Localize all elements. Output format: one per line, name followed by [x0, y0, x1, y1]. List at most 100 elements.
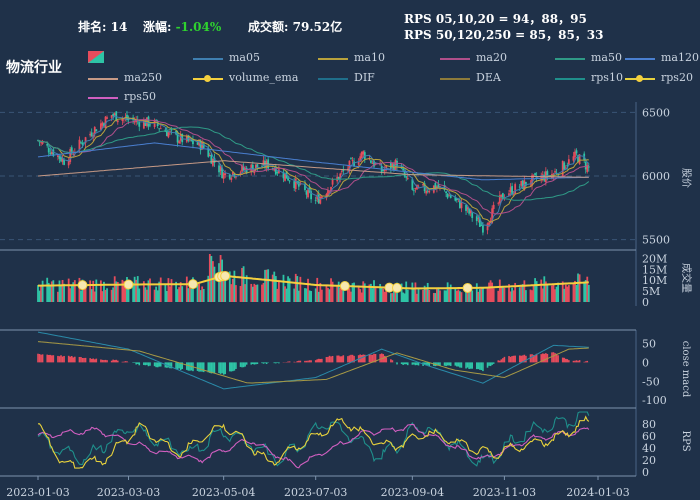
candle-body [448, 195, 451, 197]
volume-bar [411, 282, 414, 302]
candle-body [293, 181, 296, 189]
volume-bar [40, 285, 42, 302]
volume-bar [213, 266, 216, 302]
volume-bar [57, 291, 59, 302]
candle-body [179, 134, 182, 141]
x-tick-label: 2023-03-03 [97, 486, 160, 499]
volume-bar [265, 269, 268, 302]
volume-bar [330, 278, 332, 302]
volume-bar [293, 288, 296, 302]
candle-body [103, 123, 105, 127]
volume-bar [224, 272, 227, 302]
dea-line [37, 341, 589, 384]
macd-histogram-bar [348, 355, 351, 363]
macd-histogram-bar [403, 362, 406, 365]
candle-body [411, 179, 414, 190]
candle-body [534, 173, 536, 175]
candle-body [454, 197, 457, 201]
candle-body [405, 176, 408, 178]
macd-histogram-bar [390, 359, 392, 363]
candle-body [219, 166, 222, 171]
legend-label: rps10 [591, 71, 623, 84]
macd-histogram-bar [116, 360, 119, 363]
macd-histogram-bar [155, 362, 157, 368]
candle-body [337, 176, 340, 180]
legend-label: ma120 [661, 51, 699, 64]
candle-body [112, 113, 115, 116]
volume-bar [277, 280, 280, 302]
candle-body [72, 153, 75, 155]
candle-body [482, 225, 484, 233]
volume-bar [460, 292, 463, 302]
candle-body [577, 155, 579, 163]
candle-body [37, 140, 39, 141]
volume-bar [297, 290, 300, 302]
macd-histogram-bar [178, 362, 180, 369]
candle-body [465, 205, 467, 211]
volume-bar [254, 285, 257, 302]
macd-histogram-bar [121, 361, 124, 363]
candle-body [159, 128, 162, 130]
volume-bar [482, 287, 484, 302]
macd-histogram-bar [305, 360, 308, 363]
macd-histogram-bar [380, 353, 383, 363]
candle-body [468, 208, 471, 214]
volume-bar [199, 290, 202, 302]
candle-body [331, 179, 334, 185]
volume-bar [455, 290, 458, 302]
volume-bar [350, 291, 352, 302]
volume-bar [253, 283, 256, 302]
macd-histogram-bar [181, 362, 184, 369]
volume-bar [403, 293, 406, 302]
volume-bar [434, 293, 437, 302]
rps-line-2: RPS 50,120,250 = 85，85，33 [404, 28, 604, 42]
macd-histogram-bar [41, 354, 44, 363]
price-tick-label: 6500 [642, 106, 670, 119]
macd-histogram-bar [251, 362, 254, 365]
volume-bar [250, 283, 253, 302]
legend-label: ma250 [124, 71, 162, 84]
volume-bar [262, 282, 265, 302]
volume-bar [52, 280, 55, 302]
volume-bar [46, 277, 49, 302]
volume-bar [446, 282, 449, 302]
macd-histogram-bar [500, 359, 503, 363]
macd-histogram-bar [554, 353, 556, 363]
ma10-line [37, 116, 589, 223]
x-tick-label: 2023-01-03 [6, 486, 69, 499]
volume-bar [469, 285, 472, 302]
turnover-label: 成交额: 79.52亿 [248, 20, 343, 34]
macd-histogram-bar [509, 356, 512, 363]
macd-histogram-bar [471, 362, 473, 369]
candle-body [230, 177, 233, 180]
volume-bar [477, 291, 480, 302]
candle-body [357, 161, 360, 165]
rps50-line [37, 423, 590, 469]
candle-body [224, 173, 227, 176]
volume-bar [546, 284, 549, 302]
macd-histogram-bar [52, 355, 55, 363]
candle-body [373, 160, 375, 167]
candle-body [210, 154, 213, 164]
legend-swatch [318, 78, 348, 80]
candle-body [57, 155, 59, 157]
volume-bar [124, 282, 127, 302]
macd-histogram-bar [61, 356, 64, 363]
candle-body [520, 180, 523, 186]
macd-histogram-bar [126, 361, 128, 363]
volume-bar [133, 276, 136, 302]
ma20-line [37, 118, 589, 215]
volume-bar [126, 277, 128, 302]
candle-body [228, 174, 231, 179]
candle-body [202, 143, 205, 148]
volume-bar [564, 284, 567, 302]
candle-body [359, 156, 362, 162]
volume-bar [425, 287, 428, 302]
candle-body [213, 157, 216, 163]
volume-bar [328, 289, 331, 302]
x-tick-label: 2023-09-04 [381, 486, 444, 499]
macd-histogram-bar [253, 362, 256, 365]
macd-histogram-bar [446, 362, 449, 366]
volume-bar [185, 276, 188, 302]
price-tick-label: 6000 [642, 170, 670, 183]
